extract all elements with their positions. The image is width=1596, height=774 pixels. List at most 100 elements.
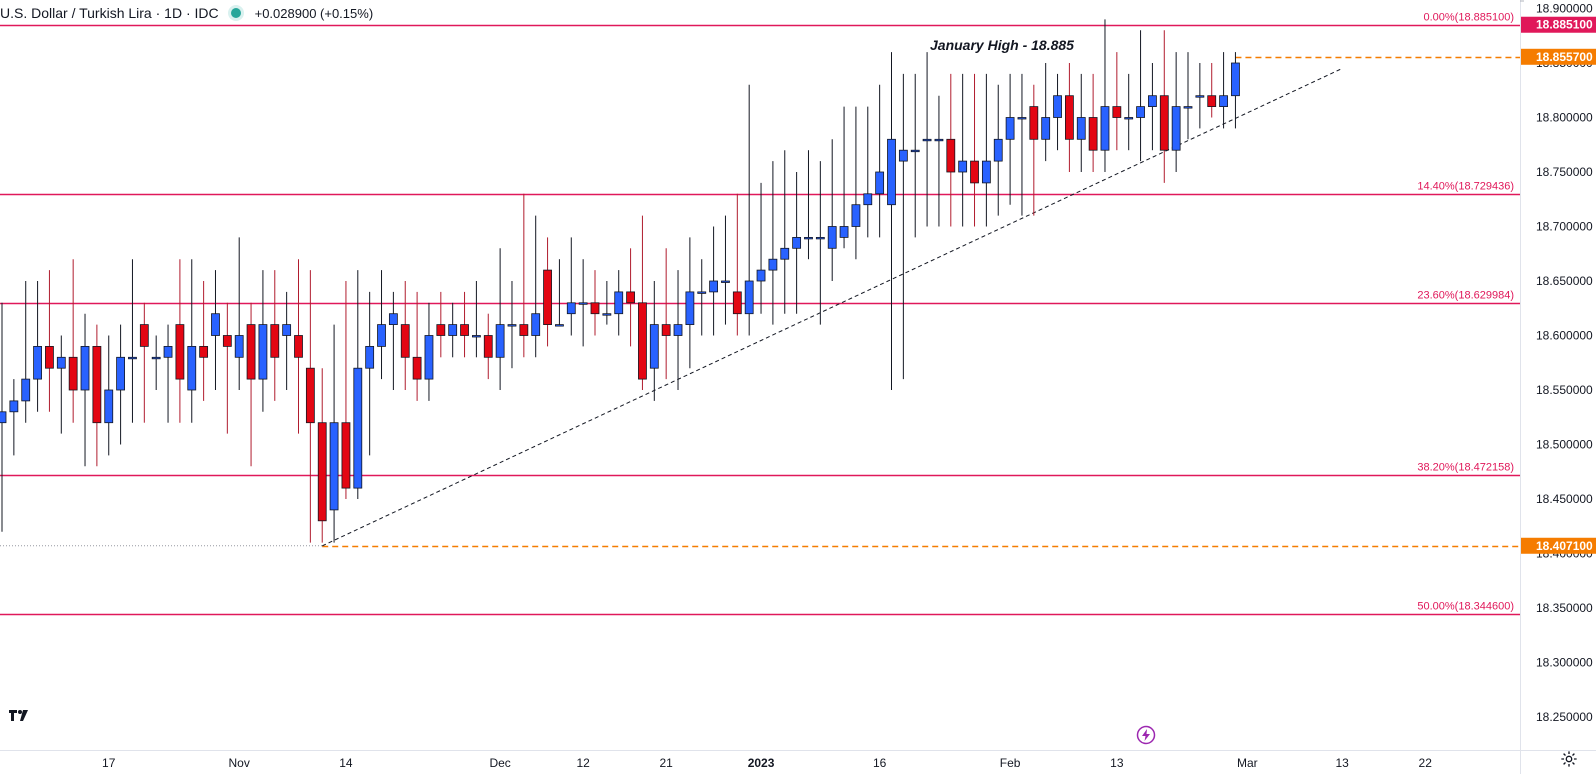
january-high-annotation: January High - 18.885	[930, 37, 1074, 53]
candle-body	[80, 345, 90, 391]
candle-body	[946, 138, 956, 173]
price-tag-box	[1521, 16, 1596, 33]
candle-body	[151, 356, 161, 360]
candle-body	[199, 345, 209, 358]
candles-group	[0, 19, 1240, 543]
y-tick-label: 18.500000	[1536, 438, 1593, 452]
candle-body	[116, 356, 125, 391]
candle-body	[400, 324, 410, 358]
candle-body	[1088, 117, 1098, 151]
candle-body	[1100, 106, 1110, 151]
fib-level-label: 50.00%(18.344600)	[1417, 601, 1514, 613]
candle-body	[602, 313, 612, 316]
y-tick-label: 18.700000	[1536, 220, 1593, 234]
candle-body	[993, 138, 1003, 162]
candle-body	[222, 335, 232, 347]
x-tick-label: 14	[339, 756, 353, 770]
y-tick-label: 18.600000	[1536, 329, 1593, 343]
candle-body	[732, 291, 742, 315]
candle-body	[649, 324, 659, 369]
candle-body	[697, 291, 707, 294]
candle-body	[388, 313, 398, 326]
candle-body	[1159, 95, 1169, 151]
candle-body	[851, 204, 861, 227]
candle-body	[887, 138, 896, 206]
candle-body	[92, 345, 102, 424]
candle-body	[578, 302, 588, 305]
candle-body	[1231, 62, 1240, 97]
candle-body	[626, 291, 635, 304]
candle-body	[211, 313, 220, 336]
candle-body	[981, 160, 991, 184]
candle-body	[377, 324, 386, 347]
candle-body	[709, 280, 718, 293]
candle-body	[234, 335, 244, 358]
x-tick-label: 21	[659, 756, 673, 770]
candle-body	[780, 247, 790, 260]
candle-body	[1148, 95, 1157, 107]
candle-body	[792, 236, 802, 249]
candle-body	[294, 335, 303, 358]
y-tick-label: 18.550000	[1536, 383, 1593, 397]
fib-level-label: 23.60%(18.629984)	[1417, 290, 1514, 302]
candle-body	[175, 324, 185, 380]
candle-body	[329, 422, 339, 511]
candle-body	[424, 335, 434, 380]
candle-body	[1219, 95, 1228, 107]
candle-body	[815, 236, 825, 240]
fib-level-label: 14.40%(18.729436)	[1417, 181, 1514, 193]
price-tag-label: 18.407100	[1536, 539, 1593, 553]
tradingview-logo-icon[interactable]	[6, 704, 32, 726]
x-tick-label: 2023	[748, 756, 775, 770]
candle-body	[139, 324, 149, 347]
lightning-icon[interactable]	[1136, 725, 1156, 745]
candle-body	[898, 149, 908, 162]
candle-body	[934, 138, 944, 142]
candle-body	[827, 226, 837, 249]
symbol-title[interactable]: U.S. Dollar / Turkish Lira · 1D · IDC	[0, 5, 219, 21]
price-change: +0.028900 (+0.15%)	[254, 5, 374, 21]
candle-body	[839, 226, 849, 238]
candle-body	[768, 258, 778, 271]
candle-body	[1029, 106, 1039, 140]
candle-body	[448, 324, 458, 336]
candle-body	[21, 378, 31, 402]
candle-body	[566, 302, 576, 315]
candle-body	[638, 302, 647, 380]
price-tag-box	[1521, 537, 1596, 554]
candle-body	[460, 324, 469, 336]
y-tick-label: 18.900000	[1536, 2, 1593, 16]
x-tick-label: Feb	[1000, 756, 1021, 770]
candle-body	[270, 324, 280, 358]
fib-level-label: 0.00%(18.885100)	[1423, 12, 1514, 24]
candle-body	[661, 324, 671, 336]
candle-body	[412, 356, 422, 380]
candle-body	[804, 236, 813, 240]
candle-body	[875, 171, 885, 195]
candle-body	[531, 313, 541, 336]
candle-body	[317, 422, 327, 522]
candle-body	[483, 335, 493, 358]
candle-body	[305, 367, 315, 424]
candle-body	[365, 345, 375, 369]
candle-body	[673, 324, 683, 336]
candle-body	[507, 324, 517, 327]
candle-body	[1005, 117, 1015, 140]
candle-body	[1053, 95, 1062, 118]
x-tick-label: 12	[576, 756, 590, 770]
candle-body	[1041, 117, 1051, 140]
candle-body	[756, 269, 766, 282]
price-tag-box	[1521, 48, 1596, 65]
gear-icon[interactable]	[1560, 750, 1578, 768]
candle-body	[128, 356, 137, 360]
candle-body	[721, 280, 730, 283]
price-tag-label: 18.855700	[1536, 50, 1593, 64]
candle-body	[555, 324, 564, 327]
candle-body	[614, 291, 624, 315]
candle-body	[1076, 117, 1086, 140]
candle-body	[1171, 106, 1181, 151]
x-tick-label: 22	[1419, 756, 1433, 770]
candle-body	[163, 345, 173, 358]
candle-body	[1017, 117, 1027, 120]
